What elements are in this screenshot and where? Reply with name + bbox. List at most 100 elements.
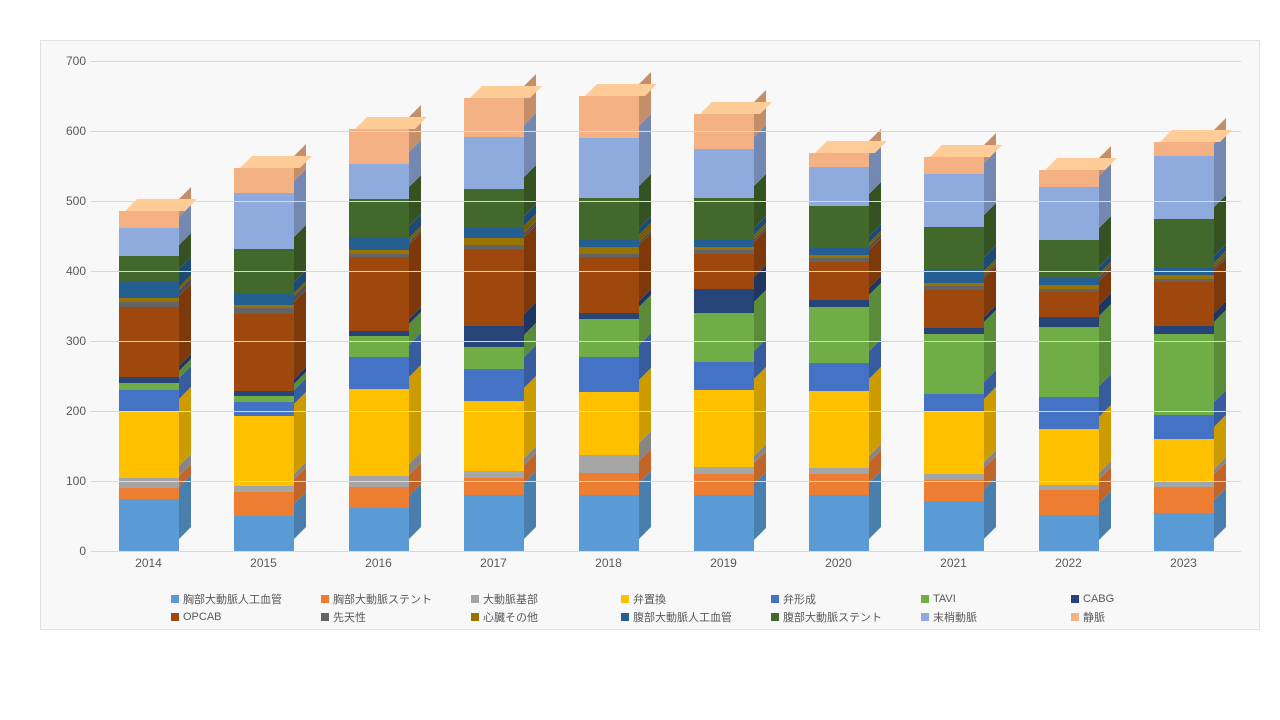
bar-segment-side [409, 365, 421, 465]
bar-segment [1039, 292, 1099, 317]
bar-segment [464, 369, 524, 401]
legend-item: 腹部大動脈ステント [771, 609, 921, 625]
bar-segment [119, 281, 179, 299]
bar-group [809, 153, 869, 551]
bar-segment [809, 468, 869, 474]
x-tick: 2022 [1055, 556, 1082, 570]
bar-segment [579, 138, 639, 198]
bar-segment [694, 362, 754, 390]
bar-segment [1039, 490, 1099, 515]
legend-item: 心臓その他 [471, 609, 621, 625]
y-tick: 100 [46, 474, 86, 488]
bar-segment [234, 308, 294, 314]
bar-group [924, 157, 984, 551]
y-tick: 0 [46, 544, 86, 558]
bar-segment [349, 336, 409, 357]
bar-segment [694, 313, 754, 362]
bar-segment [924, 394, 984, 412]
bar-segment [1039, 285, 1099, 289]
x-tick: 2018 [595, 556, 622, 570]
bar-segment [924, 480, 984, 501]
bar-segment-side [524, 225, 536, 314]
bar-segment [119, 499, 179, 552]
bar-segment-side [524, 377, 536, 459]
x-tick: 2016 [365, 556, 392, 570]
bar-segment [234, 314, 294, 391]
bar-segment-side [984, 387, 996, 462]
legend-label: 胸部大動脈ステント [333, 591, 432, 607]
bar-segment [579, 473, 639, 495]
bar-segment [924, 157, 984, 175]
legend-label: TAVI [933, 593, 956, 605]
legend-label: 腹部大動脈ステント [783, 609, 882, 625]
bar-segment [464, 347, 524, 369]
bar-segment [579, 357, 639, 392]
bar-segment [809, 300, 869, 307]
bar-segment [349, 199, 409, 238]
bar-segment [809, 206, 869, 248]
bar-segment [119, 307, 179, 377]
x-tick: 2017 [480, 556, 507, 570]
bar-segment [119, 488, 179, 499]
legend-marker [771, 613, 779, 621]
bar-segment-side [1099, 303, 1111, 385]
bar-segment [1039, 485, 1099, 491]
legend-marker [621, 613, 629, 621]
legend-row: 胸部大動脈人工血管 胸部大動脈ステント 大動脈基部 弁置換 弁形成 TAVI CABG [171, 591, 1231, 607]
bar-segment [579, 247, 639, 254]
legend-marker [321, 613, 329, 621]
bar-segment [924, 290, 984, 329]
gridline [91, 341, 1241, 342]
bar-segment [119, 298, 179, 302]
legend-marker [171, 595, 179, 603]
bar-segment-side [639, 368, 651, 443]
bar-segment [809, 262, 869, 301]
bar-group [1154, 142, 1214, 551]
bar-top [1045, 158, 1117, 170]
legend-label: 弁置換 [633, 591, 666, 607]
legend-label: 末梢動脈 [933, 609, 977, 625]
bar-segment [1154, 415, 1214, 440]
legend-label: 弁形成 [783, 591, 816, 607]
bar-segment [694, 289, 754, 314]
bar-segment [119, 256, 179, 281]
x-tick: 2021 [940, 556, 967, 570]
bar-segment [579, 319, 639, 358]
bar-segment [809, 391, 869, 468]
bar-segment [119, 211, 179, 229]
bar-segment [694, 495, 754, 551]
legend-marker [321, 595, 329, 603]
bar-segment [1039, 289, 1099, 293]
bar-group [464, 98, 524, 551]
bar-top [815, 141, 887, 153]
bar-segment [809, 495, 869, 551]
bar-top [240, 156, 312, 168]
bar-segment [924, 283, 984, 287]
bar-segment [1154, 219, 1214, 268]
bar-segment [119, 383, 179, 390]
y-tick: 200 [46, 404, 86, 418]
legend-item: 弁置換 [621, 591, 771, 607]
bar-segment [579, 392, 639, 455]
bar-segment [464, 245, 524, 249]
bar-segment [1154, 487, 1214, 513]
y-axis: 0100200300400500600700 [41, 61, 86, 551]
legend-item: 大動脈基部 [471, 591, 621, 607]
legend-label: 胸部大動脈人工血管 [183, 591, 282, 607]
bar-segment [464, 238, 524, 245]
legend-label: 大動脈基部 [483, 591, 538, 607]
bar-segment [119, 478, 179, 489]
legend-item: 末梢動脈 [921, 609, 1071, 625]
legend-item: 腹部大動脈人工血管 [621, 609, 771, 625]
legend-marker [621, 595, 629, 603]
bar-segment [234, 305, 294, 309]
bar-segment [349, 508, 409, 551]
bar-segment [349, 254, 409, 258]
legend-item: CABG [1071, 591, 1221, 607]
bar-segment [234, 416, 294, 486]
bar-segment [464, 228, 524, 239]
x-tick: 2014 [135, 556, 162, 570]
bar-segment [234, 402, 294, 416]
bar-segment [924, 334, 984, 394]
bar-segment [1039, 397, 1099, 429]
